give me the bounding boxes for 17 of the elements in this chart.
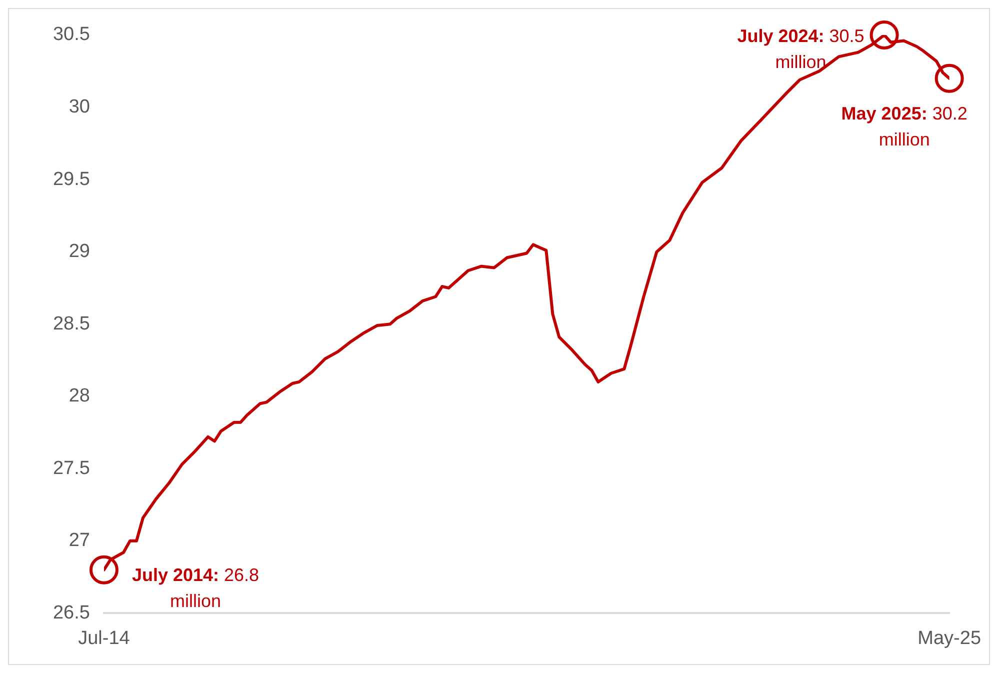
x-tick-label: May-25 bbox=[918, 628, 981, 649]
y-tick-label: 29.5 bbox=[52, 168, 90, 190]
y-tick-label: 30 bbox=[68, 96, 90, 118]
y-tick-label: 29 bbox=[68, 241, 90, 262]
annotation: July 2024: 30.5 million bbox=[737, 26, 864, 72]
point bbox=[934, 64, 964, 93]
y-tick-label: 26.5 bbox=[52, 602, 90, 624]
y-tick-label: 28.5 bbox=[52, 313, 90, 334]
y-tick-label: 30.5 bbox=[52, 24, 90, 46]
x-tick-label: Jul-14 bbox=[78, 628, 130, 649]
y-tick-label: 27 bbox=[68, 530, 90, 552]
y-tick-label: 28 bbox=[68, 386, 90, 407]
annotation: May 2025: 30.2 million bbox=[841, 103, 968, 150]
annotation: July 2014: 26.8 million bbox=[132, 564, 260, 611]
y-tick-label: 27.5 bbox=[52, 458, 90, 479]
point bbox=[89, 555, 118, 584]
point bbox=[870, 20, 899, 50]
